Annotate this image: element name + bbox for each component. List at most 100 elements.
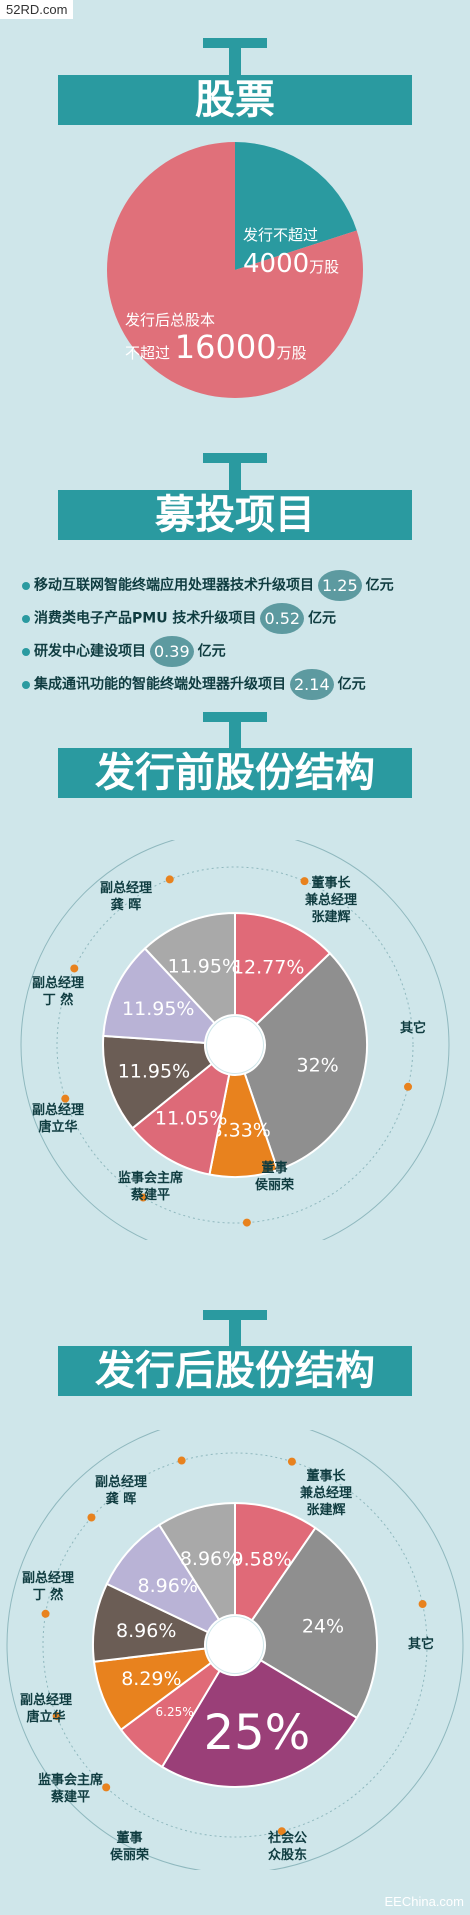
marker-dot bbox=[61, 1094, 70, 1103]
marker-dot bbox=[41, 1609, 50, 1618]
project-amount: 2.14 bbox=[290, 669, 334, 700]
bullet-icon bbox=[22, 581, 30, 590]
project-amount: 0.52 bbox=[260, 603, 305, 634]
section-title-stock: 股票 bbox=[58, 75, 412, 125]
pie-slice bbox=[250, 1526, 378, 1720]
slice-percent: 8.96% bbox=[116, 1620, 176, 1642]
slice-percent: 24% bbox=[302, 1615, 344, 1637]
marker-dot bbox=[418, 1600, 427, 1609]
marker-dot bbox=[242, 1218, 251, 1227]
pie-slice bbox=[92, 1582, 210, 1663]
marker-dot bbox=[287, 1457, 296, 1466]
marker-dot bbox=[300, 877, 309, 886]
project-name: 移动互联网智能终端应用处理器技术升级项目 bbox=[34, 577, 314, 594]
pie-slice bbox=[102, 947, 216, 1044]
holder-name: 副总经理 龚 晖 bbox=[95, 1475, 148, 1507]
slice-percent: 6.25% bbox=[156, 1705, 194, 1719]
holder-name: 副总经理 唐立华 bbox=[32, 1103, 85, 1135]
slice-percent: 11.95% bbox=[168, 956, 240, 978]
pie-slice bbox=[243, 951, 368, 1172]
pie-slice bbox=[160, 1659, 359, 1788]
slice-percent: 11.95% bbox=[118, 1060, 190, 1082]
slice-percent: 12.77% bbox=[232, 956, 304, 978]
pie-slice bbox=[102, 1034, 214, 1130]
outer-ring bbox=[20, 840, 450, 1240]
holder-name: 副总经理 唐立华 bbox=[20, 1693, 73, 1725]
slice-percent: 8.96% bbox=[138, 1575, 198, 1597]
marker-dot bbox=[177, 1456, 186, 1465]
marker-dot bbox=[277, 1827, 286, 1836]
pie-slice bbox=[105, 1523, 221, 1634]
pie-center bbox=[207, 1617, 263, 1673]
holder-name: 董事 侯丽荣 bbox=[255, 1161, 295, 1193]
project-unit: 亿元 bbox=[365, 577, 394, 594]
holder-name: 副总经理 丁 然 bbox=[22, 1571, 75, 1603]
pie-slice bbox=[235, 142, 357, 270]
section-title-projects: 募投项目 bbox=[58, 490, 412, 540]
slice-value: 不超过 16000万股 bbox=[125, 328, 307, 366]
bullet-icon bbox=[22, 680, 30, 689]
project-amount: 0.39 bbox=[150, 636, 194, 667]
project-name: 集成通讯功能的智能终端处理器升级项目 bbox=[34, 676, 286, 693]
t-connector-stem bbox=[229, 453, 241, 493]
slice-label: 发行后总股本 bbox=[125, 311, 215, 329]
slice-value: 4000万股 bbox=[243, 249, 339, 279]
project-unit: 亿元 bbox=[197, 643, 226, 660]
pie-slice bbox=[107, 142, 363, 398]
holder-name: 社会公 众股东 bbox=[268, 1831, 308, 1863]
site-watermark: 52RD.com bbox=[0, 0, 74, 19]
slice-percent: 8.33% bbox=[211, 1119, 271, 1141]
t-connector-stem bbox=[229, 712, 241, 752]
slice-percent: 8.29% bbox=[121, 1668, 181, 1690]
pie-slice bbox=[143, 911, 236, 1025]
slice-label: 发行不超过 bbox=[243, 226, 318, 244]
marker-dot bbox=[165, 875, 174, 884]
orbit-ring bbox=[56, 866, 414, 1224]
pie-slice bbox=[131, 1062, 231, 1176]
source-watermark: EEChina.com bbox=[384, 1894, 464, 1909]
pie-slice bbox=[157, 1501, 236, 1622]
project-amount: 1.25 bbox=[318, 570, 362, 601]
project-name: 消费类电子产品PMU 技术升级项目 bbox=[34, 610, 257, 627]
pie-center bbox=[207, 1017, 263, 1073]
outer-ring bbox=[6, 1430, 464, 1870]
holder-name: 副总经理 丁 然 bbox=[32, 976, 85, 1008]
t-connector-stem bbox=[229, 1310, 241, 1350]
holder-name: 监事会主席 蔡建平 bbox=[118, 1171, 184, 1203]
section-title-post-issue: 发行后股份结构 bbox=[58, 1346, 412, 1396]
project-name: 研发中心建设项目 bbox=[34, 643, 146, 660]
project-item: 移动互联网智能终端应用处理器技术升级项目 1.25 亿元 bbox=[22, 570, 394, 601]
slice-percent: 32% bbox=[297, 1055, 339, 1077]
pie-slice bbox=[234, 911, 332, 1026]
project-item: 研发中心建设项目 0.39 亿元 bbox=[22, 636, 226, 667]
post-issue-pie-chart: 9.58% 24% 25% 6.25% 8.29% 8.96% 8.96% 8.96% bbox=[6, 1430, 464, 1870]
t-connector-stem bbox=[229, 38, 241, 78]
marker-dot bbox=[404, 1082, 413, 1091]
marker-dot bbox=[139, 1193, 148, 1202]
slice-percent: 9.58% bbox=[232, 1549, 292, 1571]
project-unit: 亿元 bbox=[308, 610, 337, 627]
section-title-pre-issue: 发行前股份结构 bbox=[58, 748, 412, 798]
holder-name: 董事 侯丽荣 bbox=[110, 1831, 150, 1863]
pie-slice bbox=[234, 1501, 317, 1622]
orbit-ring bbox=[42, 1452, 428, 1838]
pre-issue-pie-chart: 12.77% 32% 8.33%11.05% 11.95% 11.95% 11.95% bbox=[20, 840, 450, 1240]
holder-name: 董事长 兼总经理 张建辉 bbox=[305, 876, 358, 925]
marker-dot bbox=[87, 1513, 96, 1522]
project-item: 消费类电子产品PMU 技术升级项目 0.52 亿元 bbox=[22, 603, 336, 634]
marker-dot bbox=[52, 1711, 61, 1720]
slice-percent: 11.95% bbox=[122, 998, 194, 1020]
bullet-icon bbox=[22, 614, 30, 623]
holder-name: 董事长 兼总经理 张建辉 bbox=[300, 1469, 353, 1518]
holder-name: 副总经理 龚 晖 bbox=[100, 881, 153, 913]
marker-dot bbox=[70, 964, 79, 973]
project-item: 集成通讯功能的智能终端处理器升级项目 2.14 亿元 bbox=[22, 669, 366, 700]
holder-name: 监事会主席 蔡建平 bbox=[38, 1773, 104, 1805]
holder-name: 其它 bbox=[400, 1021, 427, 1036]
bullet-icon bbox=[22, 647, 30, 656]
marker-dot bbox=[102, 1783, 111, 1792]
slice-percent: 8.96% bbox=[180, 1548, 240, 1570]
project-unit: 亿元 bbox=[337, 676, 366, 693]
slice-percent: 11.05% bbox=[155, 1107, 227, 1129]
